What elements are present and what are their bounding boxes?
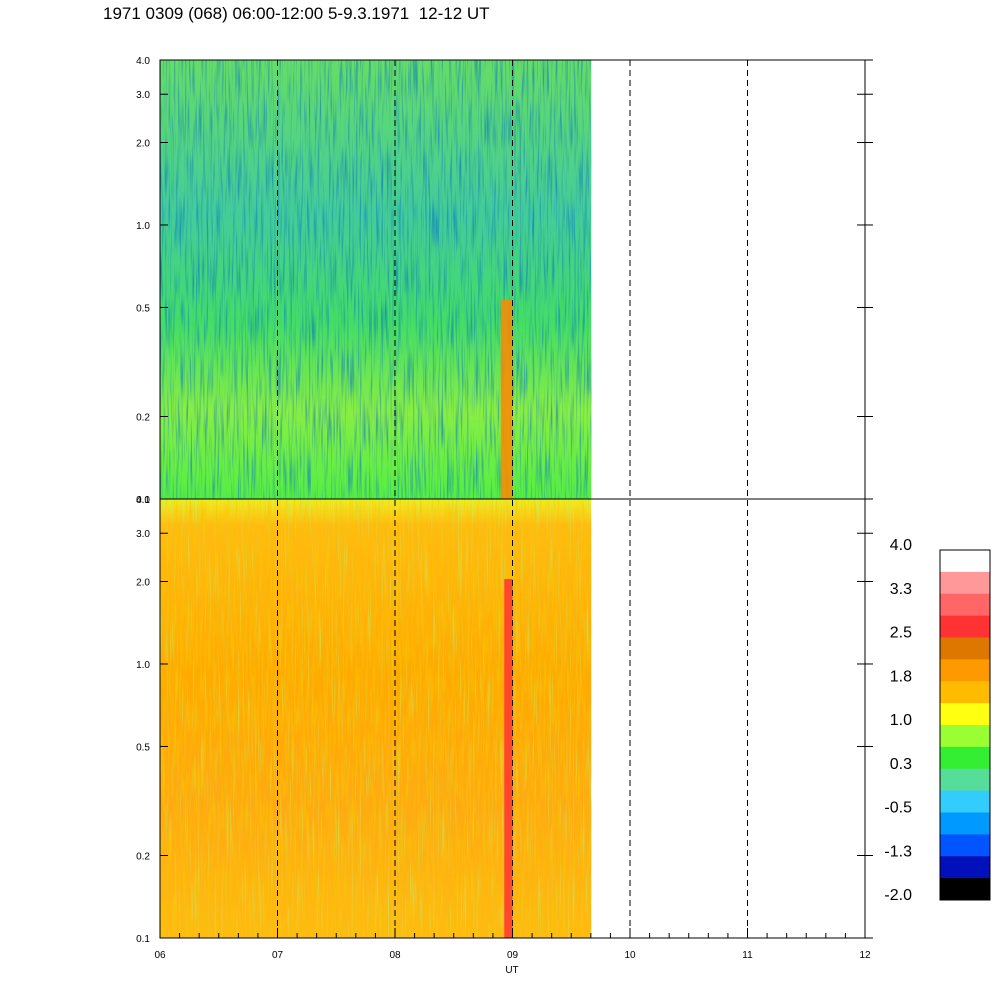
colorbar-swatch [940,681,990,704]
y-tick-label: 0.5 [136,303,150,314]
colorbar: 4.0 3.3 2.5 1.8 1.0 0.3 -0.5 -1.3 -2.0 [884,537,991,904]
colorbar-swatch [940,725,990,748]
colorbar-swatch [940,746,990,770]
colorbar-swatch [940,812,990,835]
y-tick-label: 2.0 [136,577,150,588]
colorbar-swatch [940,856,990,879]
colorbar-swatch [940,834,990,857]
colorbar-swatch [940,593,990,617]
colorbar-swatch [940,768,990,792]
colorbar-label: 4.0 [890,537,912,554]
colorbar-swatch [940,659,990,682]
y-tick-label: 1.0 [136,221,150,232]
colorbar-label: -0.5 [884,800,912,817]
x-tick-label: 10 [624,950,636,961]
y-tick-label: 0.2 [136,413,150,424]
colorbar-swatch [940,637,990,660]
x-axis-label: UT [505,965,518,976]
colorbar-label: 1.0 [890,712,912,729]
colorbar-label: 1.8 [890,668,912,685]
colorbar-swatch [940,790,990,813]
colorbar-swatch [940,878,990,901]
chart-title: 1971 0309 (068) 06:00-12:00 5-9.3.1971 1… [103,4,490,23]
colorbar-swatch [940,615,990,638]
y-tick-label: 0.1 [136,934,150,945]
upper-panel [160,60,592,499]
x-tick-label: 09 [507,950,519,961]
x-tick-label: 08 [389,950,401,961]
lower-panel [160,499,592,938]
colorbar-label: -2.0 [884,887,912,904]
x-tick-label: 06 [154,950,166,961]
colorbar-swatch [940,571,990,595]
upper-highlight-band [500,300,513,499]
x-axis: 06 07 08 09 10 11 12 [154,928,871,961]
y-axes: 0.10.20.51.02.03.04.00.10.20.51.02.03.04… [136,56,873,945]
colorbar-label: 3.3 [890,581,912,598]
x-tick-label: 11 [742,950,753,961]
colorbar-label: -1.3 [884,843,912,860]
colorbar-swatch [940,703,990,726]
upper-spectrogram-noise [160,60,592,499]
y-tick-label: 1.0 [136,660,150,671]
lower-highlight-band [504,579,513,938]
colorbar-border [939,549,991,901]
hour-dashed-lines [277,60,748,938]
colorbar-label: 0.3 [890,756,912,773]
y-tick-label: 0.1 [136,495,150,506]
y-tick-label: 4.0 [136,56,150,67]
y-tick-label: 0.5 [136,742,150,753]
lower-spectrogram-noise [160,499,592,938]
y-tick-label: 3.0 [136,90,150,101]
x-tick-label: 12 [859,950,871,961]
colorbar-label: 2.5 [890,625,912,642]
y-tick-label: 2.0 [136,138,150,149]
x-tick-label: 07 [272,950,284,961]
y-tick-label: 3.0 [136,529,150,540]
y-tick-label: 0.2 [136,852,150,863]
y-tick-label: 4.0 [136,495,150,506]
colorbar-swatch [940,550,990,573]
